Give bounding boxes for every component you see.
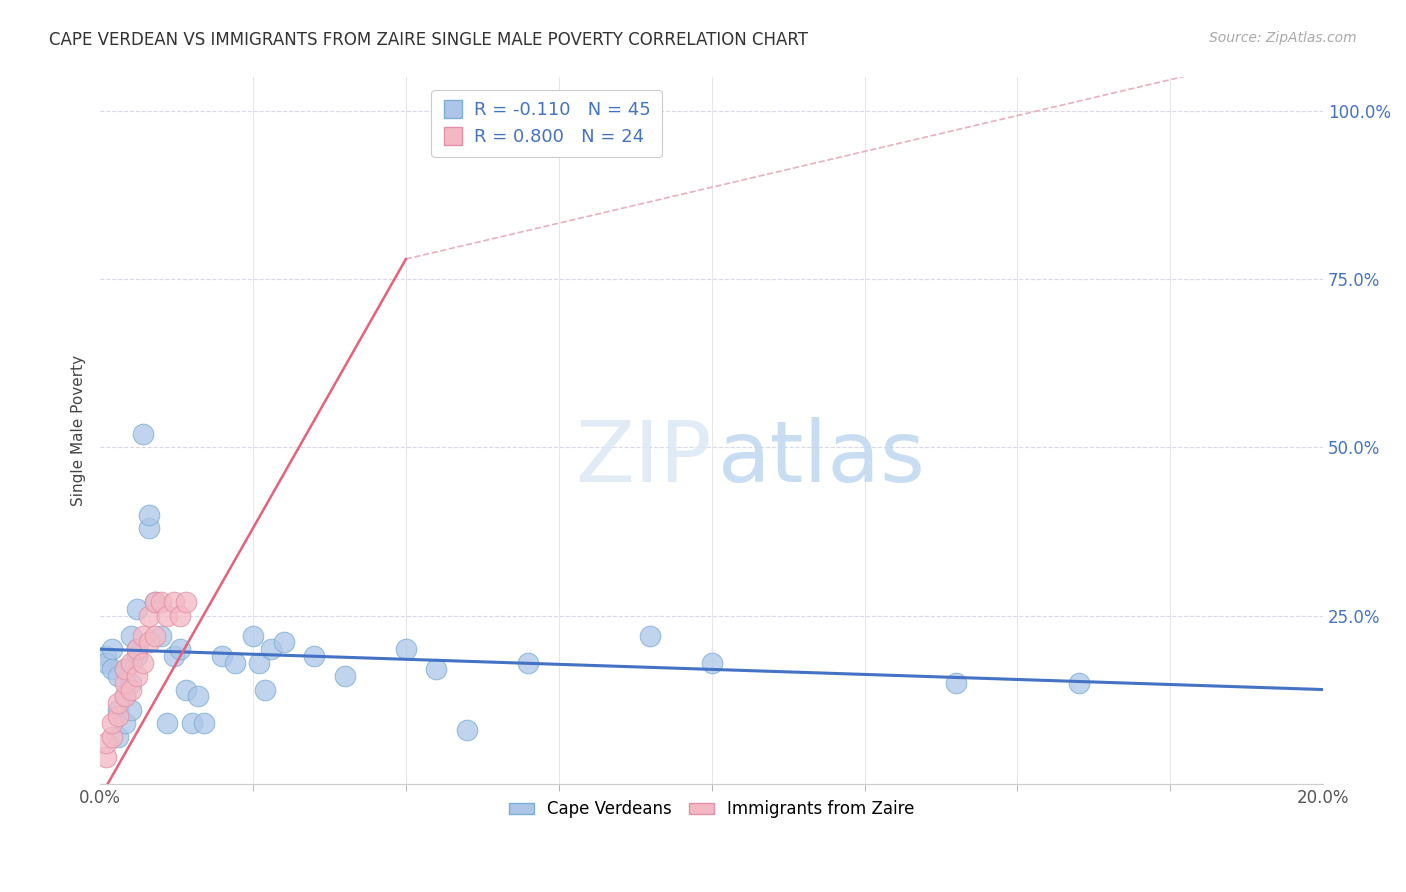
Point: [260, 642, 283, 657]
Text: atlas: atlas: [717, 417, 925, 500]
Point: [125, 669, 148, 683]
Point: [162, 648, 184, 663]
Point: [242, 629, 264, 643]
Point: [114, 690, 136, 704]
Point: [143, 595, 166, 609]
Point: [96, 656, 118, 670]
Point: [180, 716, 202, 731]
Point: [945, 676, 967, 690]
Point: [132, 426, 155, 441]
Point: [425, 662, 447, 676]
Point: [132, 629, 155, 643]
Point: [174, 682, 197, 697]
Point: [120, 629, 142, 643]
Point: [143, 595, 166, 609]
Point: [193, 716, 215, 731]
Point: [156, 608, 179, 623]
Point: [143, 629, 166, 643]
Point: [700, 656, 723, 670]
Point: [254, 682, 277, 697]
Point: [517, 656, 540, 670]
Point: [273, 635, 295, 649]
Point: [333, 669, 356, 683]
Point: [395, 642, 418, 657]
Point: [96, 736, 118, 750]
Point: [150, 595, 173, 609]
Point: [120, 703, 142, 717]
Point: [107, 669, 129, 683]
Point: [114, 716, 136, 731]
Point: [456, 723, 478, 737]
Point: [1067, 676, 1090, 690]
Point: [96, 648, 118, 663]
Point: [156, 716, 179, 731]
Point: [120, 676, 142, 690]
Point: [132, 656, 155, 670]
Point: [224, 656, 246, 670]
Point: [107, 709, 129, 723]
Point: [187, 690, 209, 704]
Text: ZIP: ZIP: [575, 417, 711, 500]
Point: [107, 696, 129, 710]
Point: [125, 642, 148, 657]
Point: [138, 608, 160, 623]
Point: [302, 648, 325, 663]
Point: [114, 690, 136, 704]
Point: [162, 595, 184, 609]
Point: [138, 635, 160, 649]
Point: [174, 595, 197, 609]
Point: [169, 608, 191, 623]
Point: [125, 642, 148, 657]
Point: [150, 629, 173, 643]
Point: [101, 642, 124, 657]
Point: [114, 676, 136, 690]
Point: [138, 508, 160, 522]
Text: CAPE VERDEAN VS IMMIGRANTS FROM ZAIRE SINGLE MALE POVERTY CORRELATION CHART: CAPE VERDEAN VS IMMIGRANTS FROM ZAIRE SI…: [49, 31, 808, 49]
Point: [114, 662, 136, 676]
Legend: Cape Verdeans, Immigrants from Zaire: Cape Verdeans, Immigrants from Zaire: [502, 794, 921, 825]
Point: [125, 648, 148, 663]
Point: [211, 648, 233, 663]
Point: [107, 703, 129, 717]
Point: [101, 716, 124, 731]
Point: [96, 749, 118, 764]
Text: Source: ZipAtlas.com: Source: ZipAtlas.com: [1209, 31, 1357, 45]
Point: [247, 656, 270, 670]
Point: [125, 602, 148, 616]
Point: [640, 629, 662, 643]
Point: [138, 521, 160, 535]
Point: [101, 662, 124, 676]
Point: [169, 642, 191, 657]
Point: [120, 656, 142, 670]
Point: [101, 730, 124, 744]
Point: [114, 662, 136, 676]
Point: [120, 682, 142, 697]
Y-axis label: Single Male Poverty: Single Male Poverty: [72, 355, 86, 506]
Point: [107, 730, 129, 744]
